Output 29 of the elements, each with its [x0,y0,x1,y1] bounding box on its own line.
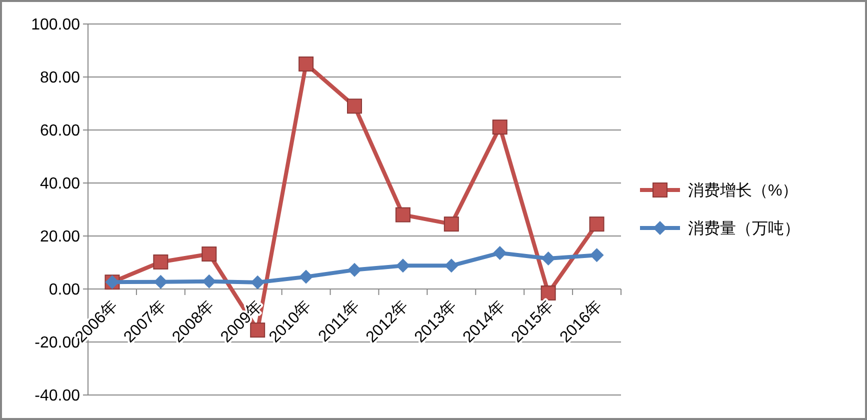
y-tick-label: 0.00 [48,282,80,299]
point [589,216,604,232]
point [347,98,362,114]
y-tick-label: 80.00 [40,70,80,87]
point [540,285,556,300]
y-tick-label: 60.00 [40,122,80,140]
point [492,120,508,135]
point [154,274,168,289]
point [250,275,265,290]
point [299,270,314,284]
y-tick-label: 100.00 [31,16,80,34]
point [492,246,507,260]
point [153,254,168,270]
point [202,246,217,262]
point [395,207,410,222]
point [444,258,458,273]
point [396,258,410,273]
legend-label: 消费增长（%） [688,182,798,200]
legend-label: 消费量（万吨） [688,220,800,238]
point [541,252,556,266]
point [348,262,362,277]
y-tick-label: 40.00 [40,176,80,193]
point [444,216,459,232]
point [298,56,314,72]
y-tick-label: 20.00 [40,228,80,246]
point [202,274,216,288]
point [590,248,604,262]
y-tick-label: -40.00 [34,388,80,405]
point [250,322,266,338]
